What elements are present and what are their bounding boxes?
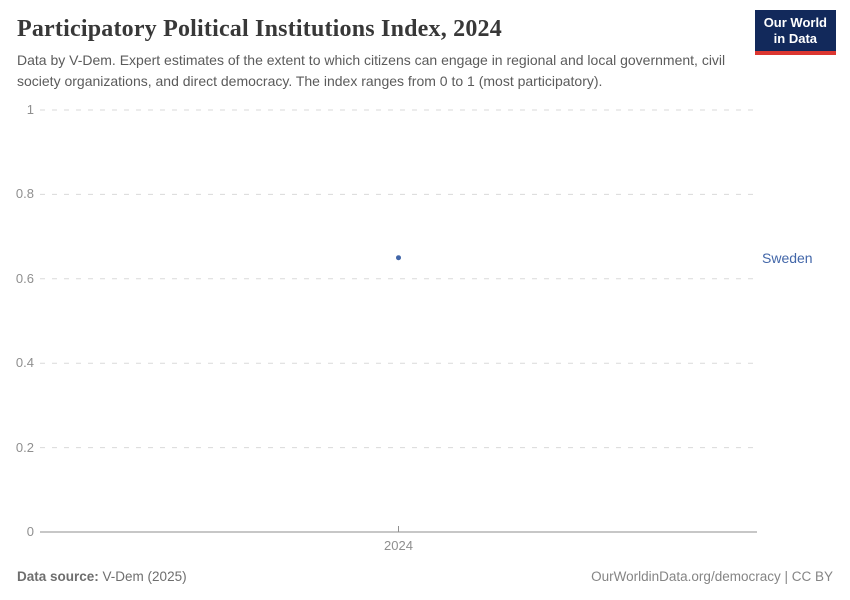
x-axis-tick-label: 2024: [384, 538, 413, 553]
owid-url-link[interactable]: OurWorldinData.org/democracy: [591, 569, 781, 584]
license-separator: |: [780, 569, 792, 584]
footer: Data source: V-Dem (2025) OurWorldinData…: [17, 568, 833, 585]
header: Participatory Political Institutions Ind…: [17, 14, 762, 92]
owid-logo[interactable]: Our World in Data: [754, 10, 836, 55]
y-axis-tick-label: 0.4: [15, 355, 34, 371]
data-source-label: Data source:: [17, 569, 99, 584]
chart-title: Participatory Political Institutions Ind…: [17, 16, 502, 42]
data-source-value: V-Dem (2025): [102, 569, 187, 584]
license-label: CC BY: [791, 569, 833, 584]
entity-label[interactable]: Sweden: [762, 249, 813, 266]
owid-logo-line1: Our World: [763, 15, 827, 30]
y-axis-tick-label: 0.8: [15, 186, 34, 202]
owid-logo-line2: in Data: [773, 31, 818, 46]
data-source: Data source: V-Dem (2025): [17, 568, 187, 585]
data-point[interactable]: [396, 255, 401, 261]
y-axis-tick-label: 0.2: [15, 439, 34, 455]
y-axis-tick-label: 1: [26, 102, 34, 117]
chart-subtitle: Data by V-Dem. Expert estimates of the e…: [17, 52, 726, 89]
footer-license: OurWorldinData.org/democracy | CC BY: [591, 568, 833, 585]
y-axis-tick-label: 0.6: [15, 270, 34, 286]
y-axis-tick-label: 0: [26, 524, 34, 539]
